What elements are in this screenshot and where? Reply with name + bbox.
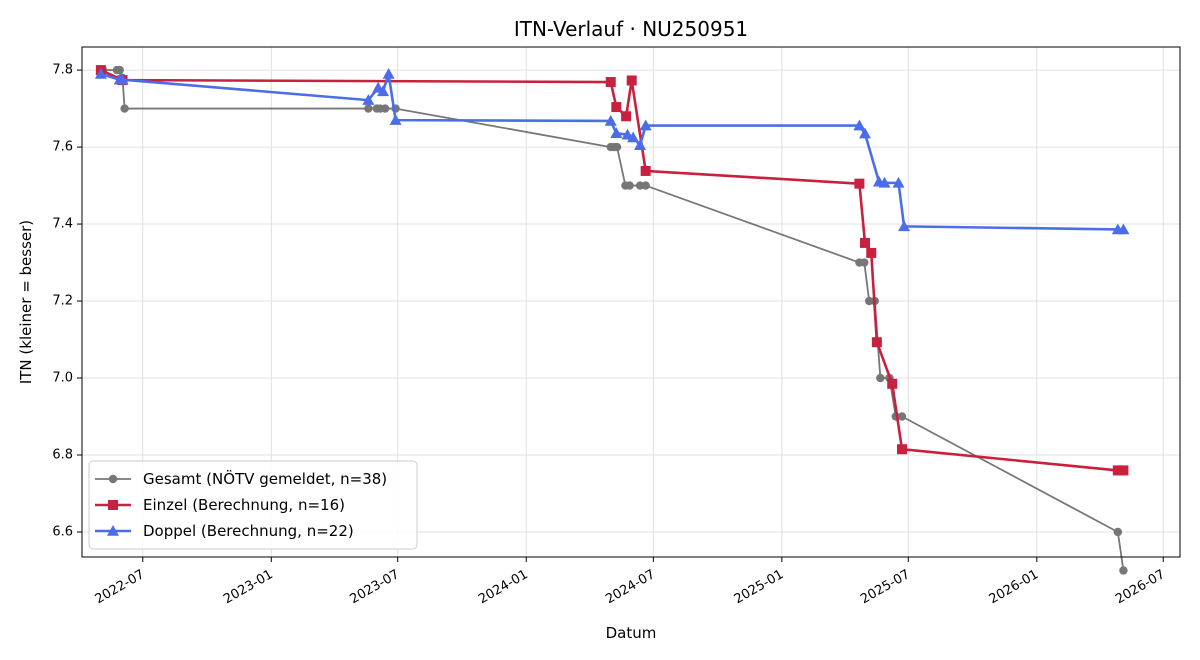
y-axis-label: ITN (kleiner = besser) bbox=[17, 220, 35, 384]
legend-label: Doppel (Berechnung, n=22) bbox=[143, 522, 354, 540]
y-tick-label: 7.6 bbox=[52, 140, 73, 155]
data-point bbox=[610, 127, 623, 139]
data-point bbox=[389, 114, 402, 125]
x-axis-label: Datum bbox=[606, 624, 657, 642]
data-point bbox=[611, 102, 622, 113]
legend-marker bbox=[108, 500, 118, 510]
data-point bbox=[853, 119, 866, 131]
data-point bbox=[854, 178, 865, 189]
data-point bbox=[897, 444, 908, 455]
data-point bbox=[898, 220, 911, 232]
y-tick-label: 6.6 bbox=[52, 524, 73, 539]
data-point bbox=[362, 94, 375, 105]
series-line bbox=[100, 69, 1125, 571]
data-point bbox=[377, 85, 390, 97]
data-point bbox=[887, 378, 898, 389]
data-point bbox=[382, 67, 395, 79]
data-point bbox=[604, 114, 617, 126]
data-point bbox=[380, 104, 390, 113]
data-point bbox=[626, 75, 637, 86]
legend-item bbox=[95, 525, 131, 536]
data-point bbox=[1117, 223, 1130, 235]
series-layer bbox=[94, 65, 1130, 575]
legend-label: Einzel (Berechnung, n=16) bbox=[143, 496, 345, 514]
y-tick-label: 7.0 bbox=[52, 371, 73, 386]
data-point bbox=[871, 337, 882, 348]
data-point bbox=[116, 73, 129, 85]
data-point bbox=[634, 139, 647, 150]
data-point bbox=[892, 176, 905, 188]
data-point bbox=[860, 258, 869, 267]
data-point bbox=[605, 77, 616, 88]
legend-item bbox=[95, 474, 131, 484]
legend-label: Gesamt (NÖTV gemeldet, n=38) bbox=[143, 469, 387, 488]
data-point bbox=[858, 127, 871, 139]
data-point bbox=[1118, 465, 1129, 476]
data-point bbox=[612, 142, 622, 152]
data-point bbox=[866, 247, 877, 258]
legend: Gesamt (NÖTV gemeldet, n=38) Einzel (Bere… bbox=[88, 460, 418, 550]
data-point bbox=[94, 67, 107, 79]
data-point bbox=[621, 111, 632, 122]
data-point bbox=[640, 165, 651, 176]
y-tick-label: 7.2 bbox=[52, 294, 73, 309]
data-point bbox=[627, 131, 640, 143]
grid-layer bbox=[82, 47, 1180, 557]
data-point bbox=[1119, 566, 1128, 575]
series-triangle bbox=[94, 67, 1130, 235]
data-point bbox=[639, 119, 652, 131]
data-point bbox=[120, 104, 129, 113]
data-point bbox=[859, 237, 870, 248]
data-point bbox=[876, 373, 885, 383]
data-point bbox=[1112, 465, 1123, 476]
data-point bbox=[641, 181, 650, 190]
data-point bbox=[625, 181, 634, 190]
y-tick-label: 6.8 bbox=[52, 448, 73, 463]
legend-marker bbox=[108, 474, 118, 484]
y-tick-label: 7.4 bbox=[52, 217, 73, 232]
chart-title: ITN-Verlauf · NU250951 bbox=[514, 17, 748, 41]
plot-frame bbox=[81, 46, 1181, 558]
legend-item bbox=[95, 500, 131, 510]
data-point bbox=[897, 412, 907, 421]
data-point bbox=[1113, 527, 1123, 537]
data-point bbox=[878, 176, 891, 188]
legend-marker bbox=[107, 525, 119, 536]
data-point bbox=[115, 65, 124, 75]
data-point bbox=[364, 104, 373, 113]
legend-box bbox=[88, 460, 418, 550]
y-tick-label: 7.8 bbox=[52, 63, 73, 78]
